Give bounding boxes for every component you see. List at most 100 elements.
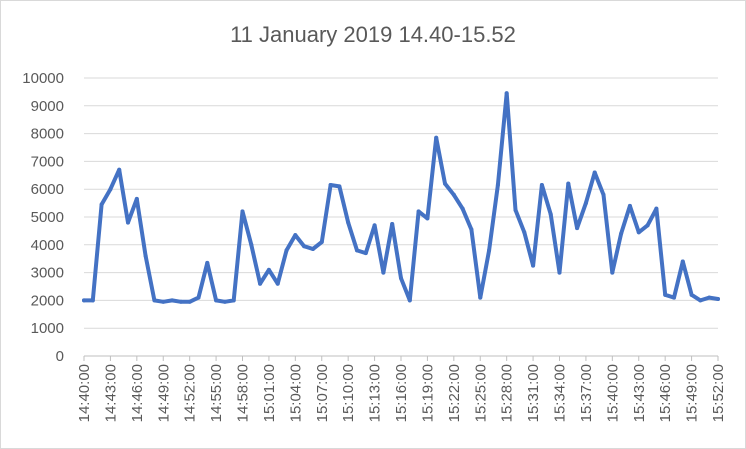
data-point (575, 226, 580, 231)
data-point (152, 298, 157, 303)
series-line (82, 91, 720, 304)
data-point (636, 230, 641, 235)
data-point (487, 248, 492, 253)
data-point (663, 292, 668, 297)
data-point (284, 248, 289, 253)
data-point (478, 295, 483, 300)
data-point (451, 192, 456, 197)
data-point (337, 184, 342, 189)
data-point (196, 295, 201, 300)
data-point (143, 253, 148, 258)
data-point (275, 281, 280, 286)
data-point (539, 183, 544, 188)
data-point (434, 135, 439, 140)
data-point (354, 248, 359, 253)
data-point (645, 223, 650, 228)
data-point (222, 299, 227, 304)
data-point (716, 297, 720, 302)
data-point (495, 183, 500, 188)
data-point (266, 267, 271, 272)
data-point (460, 206, 465, 211)
data-point (707, 295, 712, 300)
x-tick-label: 15:52:00 (710, 364, 727, 422)
data-point (443, 181, 448, 186)
x-tick-label: 15:10:00 (340, 364, 357, 422)
x-tick-label: 14:58:00 (235, 364, 252, 422)
data-point (698, 298, 703, 303)
x-tick-label: 15:25:00 (472, 364, 489, 422)
data-point (689, 292, 694, 297)
data-point (619, 231, 624, 236)
data-point (82, 298, 86, 303)
data-point (90, 298, 95, 303)
data-point (469, 227, 474, 232)
data-point (522, 230, 527, 235)
data-point (214, 298, 219, 303)
y-tick-label: 2000 (31, 292, 64, 309)
data-point (583, 201, 588, 206)
x-tick-label: 15:01:00 (261, 364, 278, 422)
data-point (627, 203, 632, 208)
x-tick-label: 15:43:00 (631, 364, 648, 422)
x-tick-label: 14:49:00 (155, 364, 172, 422)
y-tick-label: 7000 (31, 153, 64, 170)
data-point (363, 251, 368, 256)
data-point (187, 299, 192, 304)
data-point (161, 299, 166, 304)
gridlines (84, 77, 718, 357)
data-point (390, 221, 395, 226)
chart-title: 11 January 2019 14.40-15.52 (230, 22, 516, 47)
data-point (117, 167, 122, 172)
x-tick-label: 14:43:00 (102, 364, 119, 422)
data-point (601, 192, 606, 197)
x-tick-label: 15:16:00 (393, 364, 410, 422)
x-tick-label: 14:40:00 (76, 364, 93, 422)
data-point (654, 206, 659, 211)
data-point (240, 209, 245, 214)
x-tick-label: 14:52:00 (182, 364, 199, 422)
y-tick-label: 10000 (22, 70, 64, 87)
x-tick-label: 15:28:00 (499, 364, 516, 422)
data-point (249, 242, 254, 247)
data-point (126, 220, 131, 225)
data-point (548, 212, 553, 217)
x-tick-label: 15:07:00 (314, 364, 331, 422)
series-group (82, 91, 720, 304)
data-point (99, 202, 104, 207)
data-point (108, 187, 113, 192)
y-tick-label: 0 (56, 348, 64, 365)
y-tick-label: 9000 (31, 98, 64, 115)
data-point (258, 281, 263, 286)
data-point (134, 196, 139, 201)
data-point (302, 244, 307, 249)
data-point (407, 298, 412, 303)
data-point (592, 170, 597, 175)
data-point (680, 259, 685, 264)
data-point (293, 233, 298, 238)
data-point (610, 270, 615, 275)
x-tick-label: 14:55:00 (208, 364, 225, 422)
y-tick-label: 1000 (31, 320, 64, 337)
data-point (372, 223, 377, 228)
x-tick-label: 14:46:00 (129, 364, 146, 422)
x-tick-label: 15:37:00 (578, 364, 595, 422)
y-tick-label: 5000 (31, 209, 64, 226)
data-point (504, 91, 509, 96)
data-point (557, 270, 562, 275)
data-point (416, 209, 421, 214)
data-point (178, 299, 183, 304)
data-point (399, 276, 403, 281)
x-tick-label: 15:46:00 (657, 364, 674, 422)
x-tick-label: 15:34:00 (552, 364, 569, 422)
data-point (513, 208, 518, 213)
x-tick-label: 15:04:00 (287, 364, 304, 422)
x-tick-label: 15:22:00 (446, 364, 463, 422)
data-point (205, 260, 210, 265)
y-axis: 0 1000 2000 3000 4000 5000 6000 7000 8000 9000 100… (22, 70, 64, 365)
data-point (566, 181, 571, 186)
data-point (231, 298, 236, 303)
y-tick-label: 8000 (31, 126, 64, 143)
data-point (319, 240, 324, 245)
y-tick-label: 4000 (31, 237, 64, 254)
